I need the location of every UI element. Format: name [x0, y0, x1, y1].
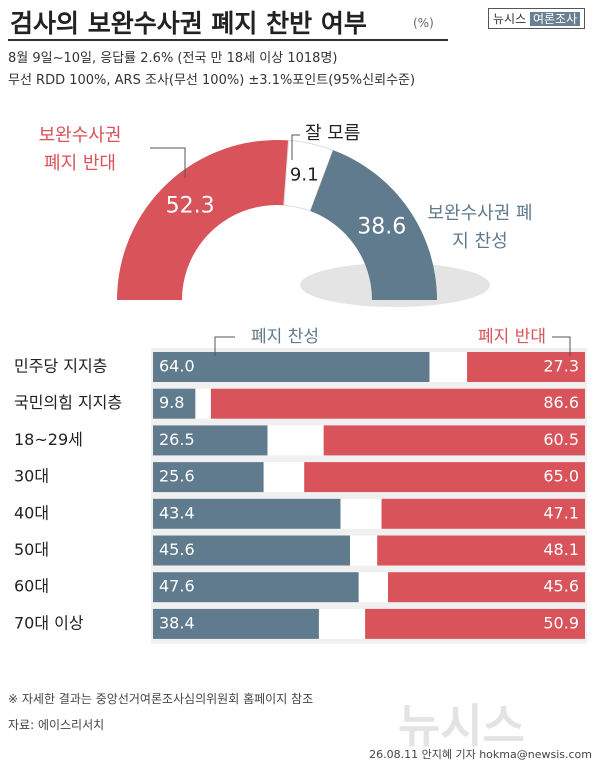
value-label: 65.0 [543, 467, 579, 486]
category-label: 보완수사권 폐지 반대 [38, 125, 122, 174]
legend-label: 폐지 찬성 [251, 327, 319, 347]
legend-bracket [214, 336, 235, 356]
value-label: 9.8 [159, 393, 184, 412]
category-label: 잘 모름 [305, 123, 361, 144]
value-label: 50.9 [543, 613, 579, 632]
leader [150, 147, 186, 178]
row-label: 70대 이상 [14, 613, 84, 632]
value-label: 48.1 [543, 540, 579, 559]
value-label: 47.1 [543, 503, 579, 522]
source: 자료: 에이스리서치 [8, 718, 105, 732]
legend-bracket [552, 336, 571, 356]
value-label: 26.5 [159, 430, 195, 449]
value-label: 45.6 [543, 577, 579, 596]
note: ※ 자세한 결과는 중앙선거여론조사심의위원회 홈페이지 참조 [8, 692, 314, 706]
brand: 뉴시스 여론조사 [488, 8, 586, 29]
donut-segment [283, 139, 334, 212]
bar [467, 352, 585, 382]
value-label: 52.3 [166, 194, 215, 219]
value-label: 38.6 [357, 214, 406, 239]
value-label: 45.6 [159, 540, 195, 559]
value-label: 47.6 [159, 577, 195, 596]
value-label: 38.4 [159, 613, 195, 632]
bar [388, 572, 585, 603]
bar [381, 498, 585, 529]
brand-tag: 여론조사 [529, 12, 581, 26]
row-label: 민주당 지지층 [14, 357, 107, 376]
row-label: 30대 [14, 467, 49, 486]
bar [210, 388, 585, 419]
leader [291, 134, 300, 160]
subtitle: 8월 9일~10일, 응답률 2.6% (전국 만 18세 이상 1018명) [8, 51, 338, 66]
bar [153, 572, 359, 603]
bar [153, 498, 341, 529]
bar [153, 425, 268, 456]
donut-segment [310, 150, 437, 300]
value-label: 60.5 [543, 430, 579, 449]
brand-name: 뉴시스 [493, 12, 527, 26]
bar [304, 462, 585, 493]
title: 검사의 보완수사권 폐지 찬반 여부 [10, 9, 367, 38]
subtitle: 무선 RDD 100%, ARS 조사(무선 100%) ±3.1%포인트(95… [8, 73, 416, 88]
bar [365, 608, 585, 639]
bar [153, 608, 319, 639]
row-label: 50대 [14, 540, 49, 559]
bar [153, 535, 350, 566]
row-label: 60대 [14, 577, 49, 596]
row-label: 40대 [14, 503, 49, 522]
row-label: 국민의힘 지지층 [14, 393, 122, 412]
title-rule [8, 39, 448, 41]
unit: (%) [413, 16, 434, 30]
bar [323, 425, 585, 456]
value-label: 25.6 [159, 467, 195, 486]
category-label: 보완수사권 폐지 찬성 [427, 203, 533, 252]
donut-segment [117, 139, 289, 300]
value-label: 86.6 [543, 393, 579, 412]
watermark: 뉴시스 [398, 699, 525, 753]
bar [153, 462, 264, 493]
value-label: 27.3 [543, 357, 579, 376]
credit: 26.08.11 안지혜 기자 hokma@newsis.com [369, 748, 592, 761]
value-label: 9.1 [290, 164, 319, 185]
value-label: 43.4 [159, 503, 195, 522]
row-label: 18~29세 [14, 430, 83, 449]
value-label: 64.0 [159, 357, 195, 376]
bar [153, 388, 196, 419]
bar [377, 535, 585, 566]
legend-label: 폐지 반대 [478, 327, 546, 347]
bar [153, 352, 430, 382]
